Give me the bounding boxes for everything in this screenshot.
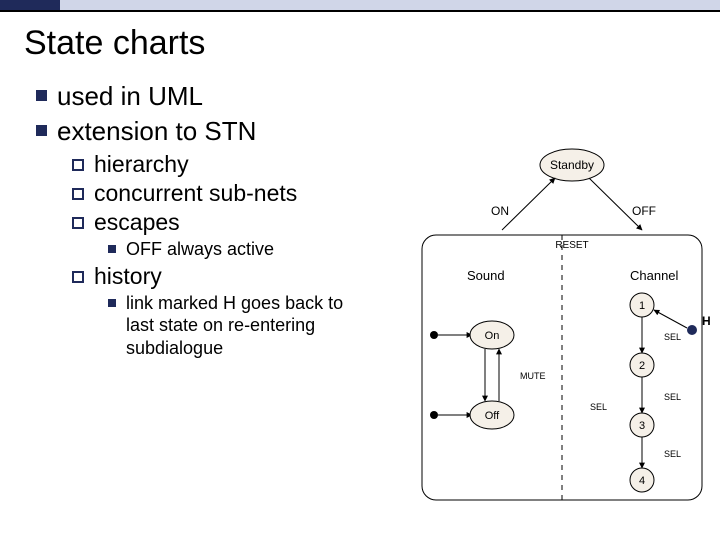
top-bar (0, 0, 720, 10)
h-node (687, 325, 697, 335)
channel-3-label: 3 (639, 420, 645, 432)
standby-label: Standby (550, 158, 594, 172)
topbar-light (60, 0, 720, 10)
h-edge (654, 310, 687, 328)
channel-2-label: 2 (639, 360, 645, 372)
sel-3-4: SEL (664, 449, 681, 459)
sound-on-label: On (485, 330, 500, 342)
on-label: ON (491, 204, 509, 218)
sel-left: SEL (590, 402, 607, 412)
mute-label: MUTE (520, 371, 546, 381)
sound-label: Sound (467, 268, 505, 283)
bullet-level1: used in UML (36, 81, 696, 112)
on-edge (502, 178, 555, 230)
off-label: OFF (632, 204, 656, 218)
sel-1-2: SEL (664, 332, 681, 342)
channel-1-label: 1 (639, 300, 645, 312)
channel-label: Channel (630, 268, 679, 283)
channel-4-label: 4 (639, 475, 645, 487)
reset-label: RESET (555, 240, 588, 251)
state-chart-diagram: Standby ON OFF RESET Sound Channel On Of… (372, 135, 712, 535)
topbar-dark (0, 0, 60, 10)
sound-initial (430, 331, 438, 339)
sound-initial-2 (430, 411, 438, 419)
sound-off-label: Off (485, 410, 500, 422)
sel-2-3: SEL (664, 392, 681, 402)
page-title: State charts (24, 24, 696, 63)
h-label: H (702, 314, 711, 328)
